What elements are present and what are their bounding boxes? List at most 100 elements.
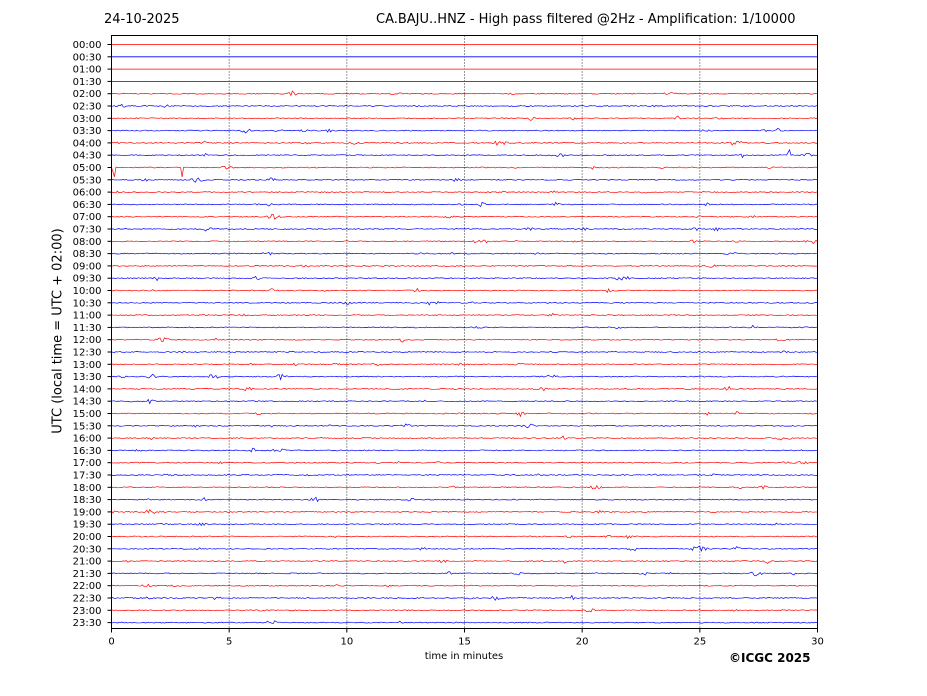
seismic-trace — [111, 423, 818, 429]
y-tick-label: 21:00 — [73, 557, 102, 568]
seismic-trace — [111, 226, 818, 232]
x-tick-label: 25 — [693, 637, 706, 648]
seismic-trace — [111, 385, 818, 392]
y-tick-label: 20:30 — [73, 544, 102, 555]
seismic-trace — [111, 165, 818, 177]
y-tick-label: 16:30 — [73, 446, 102, 457]
seismic-trace — [111, 411, 818, 418]
seismic-trace — [111, 508, 818, 514]
seismic-trace — [111, 447, 818, 453]
seismic-trace — [111, 264, 818, 268]
y-tick-label: 10:30 — [73, 298, 102, 309]
x-tick-label: 0 — [108, 637, 114, 648]
y-tick-label: 21:30 — [73, 569, 102, 580]
y-tick-label: 20:00 — [73, 532, 102, 543]
seismic-trace — [111, 435, 818, 441]
date-label: 24-10-2025 — [104, 12, 180, 27]
seismic-trace — [111, 350, 818, 354]
y-tick-label: 12:00 — [73, 335, 102, 346]
y-tick-label: 23:30 — [73, 618, 102, 629]
copyright-label: ©ICGC 2025 — [729, 651, 811, 665]
y-tick-label: 22:00 — [73, 581, 102, 592]
y-tick-label: 14:30 — [73, 397, 102, 408]
seismic-trace — [111, 496, 818, 503]
x-tick-label: 15 — [458, 637, 471, 648]
seismic-trace — [111, 312, 818, 317]
seismic-trace — [111, 571, 818, 577]
seismic-trace — [111, 239, 818, 245]
y-tick-label: 06:30 — [73, 200, 102, 211]
y-tick-label: 02:00 — [73, 89, 102, 100]
seismic-trace — [111, 473, 818, 477]
x-tick-label: 10 — [340, 637, 353, 648]
seismic-trace — [111, 398, 818, 405]
y-tick-label: 00:30 — [73, 52, 102, 63]
seismic-trace — [111, 608, 818, 613]
seismic-trace — [111, 190, 818, 194]
seismic-trace — [111, 127, 818, 134]
y-tick-label: 17:30 — [73, 471, 102, 482]
seismic-trace — [111, 287, 818, 294]
seismic-trace — [111, 251, 818, 256]
seismic-trace — [111, 559, 818, 564]
seismic-trace — [111, 594, 818, 601]
y-tick-label: 09:00 — [73, 261, 102, 272]
y-tick-label: 11:30 — [73, 323, 102, 334]
y-tick-label: 03:30 — [73, 126, 102, 137]
seismic-trace — [111, 103, 818, 108]
x-tick-label: 30 — [811, 637, 824, 648]
y-tick-label: 16:00 — [73, 434, 102, 445]
y-tick-label: 00:00 — [73, 40, 102, 51]
seismic-trace — [111, 460, 818, 465]
y-tick-label: 08:30 — [73, 249, 102, 260]
seismic-trace — [111, 373, 818, 381]
y-tick-label: 10:00 — [73, 286, 102, 297]
y-tick-label: 04:00 — [73, 138, 102, 149]
y-tick-label: 12:30 — [73, 348, 102, 359]
y-tick-label: 08:00 — [73, 237, 102, 248]
y-tick-label: 15:00 — [73, 409, 102, 420]
seismic-trace — [111, 201, 818, 208]
seismic-trace — [111, 177, 818, 183]
x-tick-label: 5 — [226, 637, 232, 648]
y-tick-label: 01:30 — [73, 77, 102, 88]
y-tick-label: 05:00 — [73, 163, 102, 174]
y-tick-label: 14:00 — [73, 384, 102, 395]
seismic-trace — [111, 337, 818, 343]
seismic-trace — [111, 90, 818, 97]
y-tick-label: 09:30 — [73, 274, 102, 285]
y-tick-label: 07:00 — [73, 212, 102, 223]
seismic-trace — [111, 148, 818, 159]
seismic-trace — [111, 301, 818, 306]
seismic-trace — [111, 522, 818, 527]
y-tick-label: 13:00 — [73, 360, 102, 371]
y-tick-label: 03:00 — [73, 114, 102, 125]
y-tick-label: 18:30 — [73, 495, 102, 506]
y-tick-label: 07:30 — [73, 225, 102, 236]
seismic-trace — [111, 545, 818, 552]
y-tick-label: 22:30 — [73, 594, 102, 605]
seismic-trace — [111, 115, 818, 121]
seismic-trace — [111, 324, 818, 329]
seismic-trace — [111, 535, 818, 540]
seismic-trace — [111, 484, 818, 490]
y-tick-label: 23:00 — [73, 606, 102, 617]
seismic-trace — [111, 583, 818, 588]
seismic-trace — [111, 620, 818, 624]
y-tick-label: 02:30 — [73, 102, 102, 113]
y-tick-label: 19:00 — [73, 507, 102, 518]
y-tick-label: 19:30 — [73, 520, 102, 531]
x-tick-label: 20 — [576, 637, 589, 648]
seismic-trace — [111, 140, 818, 146]
y-tick-label: 06:00 — [73, 188, 102, 199]
x-axis-label: time in minutes — [424, 651, 504, 662]
y-tick-label: 01:00 — [73, 65, 102, 76]
chart-title: CA.BAJU..HNZ - High pass filtered @2Hz -… — [376, 12, 796, 27]
y-tick-label: 04:30 — [73, 151, 102, 162]
y-tick-label: 15:30 — [73, 421, 102, 432]
y-tick-label: 13:30 — [73, 372, 102, 383]
plot-frame — [111, 35, 818, 629]
y-tick-label: 05:30 — [73, 175, 102, 186]
y-tick-label: 11:00 — [73, 311, 102, 322]
